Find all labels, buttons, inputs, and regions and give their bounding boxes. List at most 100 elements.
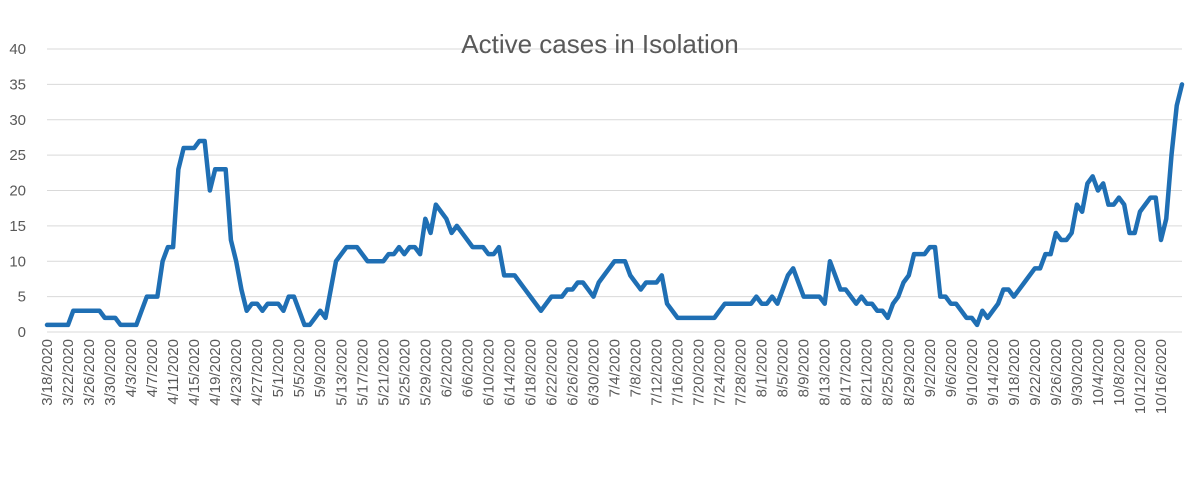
x-tick-label: 3/18/2020 [39, 339, 56, 406]
data-point [807, 295, 810, 298]
data-point [172, 246, 175, 249]
data-point [1033, 267, 1036, 270]
series-layer [44, 82, 1185, 328]
data-point [624, 260, 627, 263]
data-point [471, 246, 474, 249]
data-point [361, 253, 364, 256]
data-point [939, 295, 942, 298]
data-point [1070, 231, 1073, 234]
y-tick-label: 40 [9, 41, 26, 58]
x-tick-label: 10/8/2020 [1111, 339, 1128, 406]
data-point [608, 267, 611, 270]
data-point [892, 302, 895, 305]
data-point [219, 168, 222, 171]
data-point [135, 323, 138, 326]
data-point [718, 309, 721, 312]
data-point [424, 217, 427, 220]
x-tick-label: 8/1/2020 [754, 339, 771, 397]
data-point [886, 316, 889, 319]
data-point [408, 246, 411, 249]
data-point [902, 281, 905, 284]
data-point [739, 302, 742, 305]
data-point [729, 302, 732, 305]
data-point [445, 217, 448, 220]
data-point [949, 302, 952, 305]
data-point [955, 302, 958, 305]
data-point [487, 253, 490, 256]
y-tick-label: 10 [9, 253, 26, 270]
data-point [997, 302, 1000, 305]
data-point [571, 288, 574, 291]
data-point [308, 323, 311, 326]
data-point [870, 302, 873, 305]
x-tick-label: 7/16/2020 [670, 339, 687, 406]
x-tick-label: 10/16/2020 [1153, 339, 1170, 414]
x-tick-label: 8/17/2020 [838, 339, 855, 406]
data-point [1117, 196, 1120, 199]
data-point [702, 316, 705, 319]
data-point [618, 260, 621, 263]
y-tick-label: 20 [9, 183, 26, 200]
y-tick-label: 5 [18, 289, 26, 306]
data-point [776, 302, 779, 305]
data-point [77, 309, 80, 312]
data-point [345, 246, 348, 249]
x-tick-label: 10/4/2020 [1090, 339, 1107, 406]
data-point [508, 274, 511, 277]
data-point [639, 288, 642, 291]
data-point [792, 267, 795, 270]
data-point [51, 323, 54, 326]
x-tick-label: 8/29/2020 [901, 339, 918, 406]
data-point [1007, 288, 1010, 291]
data-point [356, 246, 359, 249]
data-point [539, 309, 542, 312]
x-tick-label: 5/13/2020 [333, 339, 350, 406]
data-point [476, 246, 479, 249]
x-tick-label: 4/23/2020 [228, 339, 245, 406]
data-point [429, 231, 432, 234]
data-point [1149, 196, 1152, 199]
data-point [1044, 253, 1047, 256]
data-point [46, 323, 49, 326]
data-point [687, 316, 690, 319]
data-point [466, 239, 469, 242]
data-point [461, 231, 464, 234]
data-point [1181, 83, 1184, 86]
x-tick-label: 7/24/2020 [712, 339, 729, 406]
data-point [671, 309, 674, 312]
data-point [513, 274, 516, 277]
data-point [913, 253, 916, 256]
data-point [834, 274, 837, 277]
y-tick-label: 35 [9, 76, 26, 93]
x-tick-label: 8/13/2020 [817, 339, 834, 406]
x-tick-label: 9/10/2020 [964, 339, 981, 406]
data-point [151, 295, 154, 298]
data-point [245, 309, 248, 312]
data-point [566, 288, 569, 291]
data-point [61, 323, 64, 326]
data-point [266, 302, 269, 305]
data-point [1102, 182, 1105, 185]
x-tick-label: 5/9/2020 [312, 339, 329, 397]
data-point [319, 309, 322, 312]
data-point [198, 139, 201, 142]
data-point [1049, 253, 1052, 256]
x-tick-label: 3/22/2020 [60, 339, 77, 406]
x-tick-label: 7/28/2020 [733, 339, 750, 406]
data-point [918, 253, 921, 256]
data-point [240, 288, 243, 291]
data-point [965, 316, 968, 319]
data-point [434, 203, 437, 206]
data-point [224, 168, 227, 171]
data-point [261, 309, 264, 312]
x-tick-label: 3/30/2020 [102, 339, 119, 406]
data-point [67, 323, 70, 326]
x-tick-label: 4/15/2020 [186, 339, 203, 406]
x-tick-label: 9/14/2020 [985, 339, 1002, 406]
data-point [765, 302, 768, 305]
x-tick-label: 9/18/2020 [1006, 339, 1023, 406]
data-point [666, 302, 669, 305]
gridlines [47, 48, 1182, 333]
